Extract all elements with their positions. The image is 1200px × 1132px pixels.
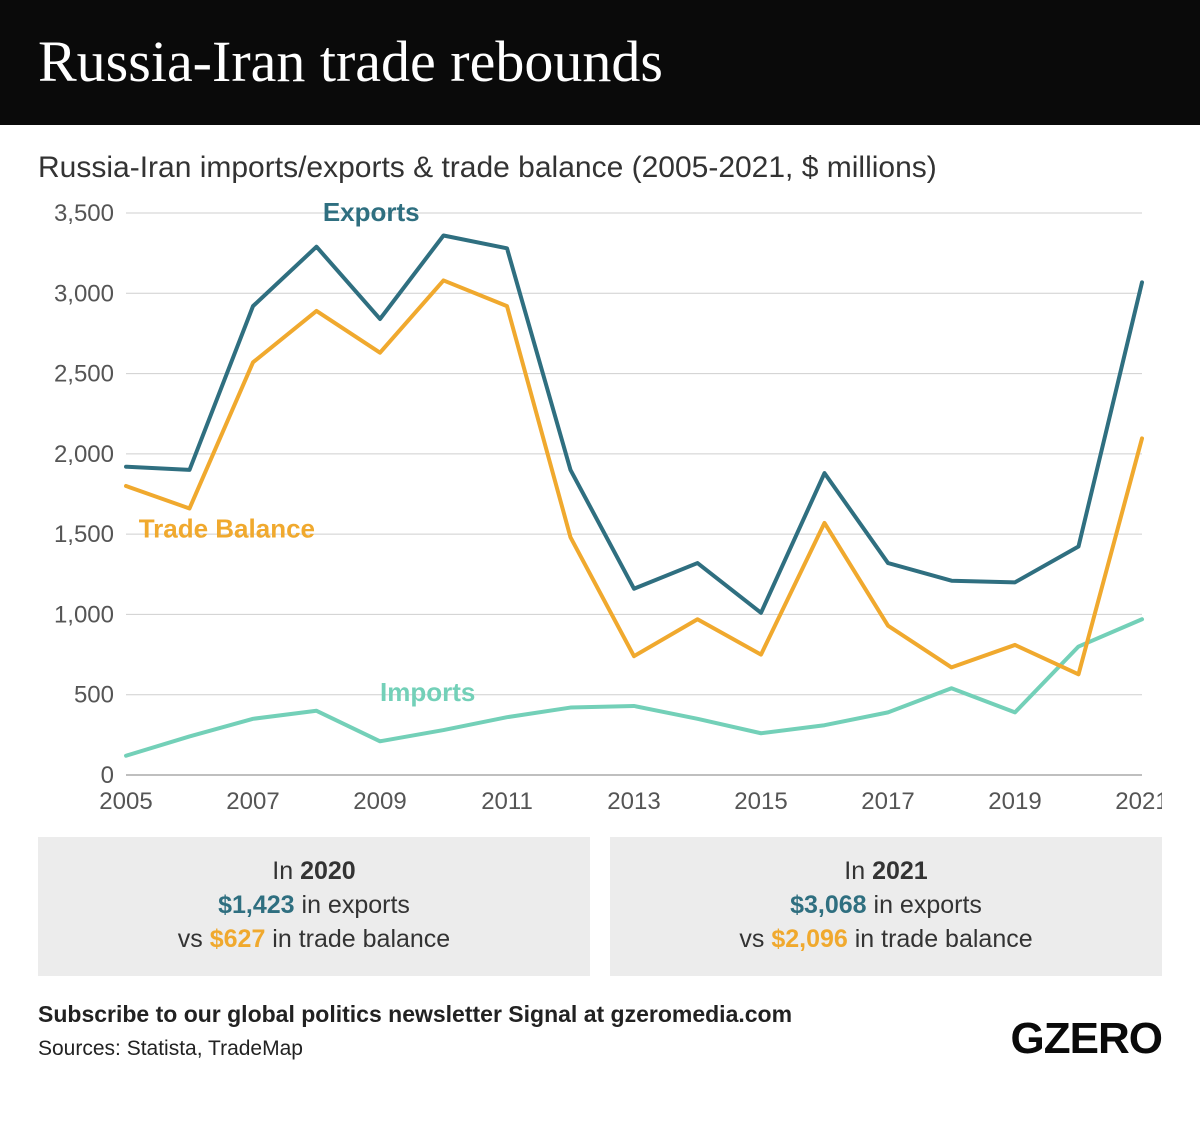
svg-text:Trade Balance: Trade Balance bbox=[139, 513, 315, 543]
footer-text: Subscribe to our global politics newslet… bbox=[38, 998, 792, 1064]
svg-text:1,500: 1,500 bbox=[54, 521, 114, 548]
svg-text:1,000: 1,000 bbox=[54, 601, 114, 628]
svg-text:0: 0 bbox=[101, 762, 114, 789]
svg-text:2007: 2007 bbox=[226, 788, 279, 815]
svg-text:2005: 2005 bbox=[99, 788, 152, 815]
callout-balance-line: vs $2,096 in trade balance bbox=[624, 923, 1148, 957]
callout-exports-line: $3,068 in exports bbox=[624, 889, 1148, 923]
callout-box: In 2021$3,068 in exportsvs $2,096 in tra… bbox=[610, 837, 1162, 976]
content-area: Russia-Iran imports/exports & trade bala… bbox=[0, 125, 1200, 1084]
callout-box: In 2020$1,423 in exportsvs $627 in trade… bbox=[38, 837, 590, 976]
callout-exports-line: $1,423 in exports bbox=[52, 889, 576, 923]
svg-text:Imports: Imports bbox=[380, 677, 475, 707]
svg-text:2013: 2013 bbox=[607, 788, 660, 815]
svg-text:500: 500 bbox=[74, 682, 114, 709]
header-bar: Russia-Iran trade rebounds bbox=[0, 0, 1200, 125]
footer: Subscribe to our global politics newslet… bbox=[38, 998, 1162, 1064]
svg-text:3,000: 3,000 bbox=[54, 280, 114, 307]
svg-text:2015: 2015 bbox=[734, 788, 787, 815]
svg-text:3,500: 3,500 bbox=[54, 203, 114, 227]
callout-balance-line: vs $627 in trade balance bbox=[52, 923, 576, 957]
svg-text:2009: 2009 bbox=[353, 788, 406, 815]
svg-text:2021: 2021 bbox=[1115, 788, 1162, 815]
chart-subtitle: Russia-Iran imports/exports & trade bala… bbox=[38, 151, 1162, 185]
callout-year-line: In 2020 bbox=[52, 855, 576, 889]
callout-row: In 2020$1,423 in exportsvs $627 in trade… bbox=[38, 837, 1162, 976]
svg-text:2,500: 2,500 bbox=[54, 361, 114, 388]
svg-text:2019: 2019 bbox=[988, 788, 1041, 815]
sources-text: Sources: Statista, TradeMap bbox=[38, 1034, 792, 1063]
svg-text:2011: 2011 bbox=[481, 788, 533, 815]
page-title: Russia-Iran trade rebounds bbox=[38, 28, 1162, 95]
svg-text:2017: 2017 bbox=[861, 788, 914, 815]
svg-text:2,000: 2,000 bbox=[54, 441, 114, 468]
chart-svg: 0 500 1,000 1,500 2,000 2,500 3,000 3,500 2005 20… bbox=[38, 203, 1162, 823]
callout-year-line: In 2021 bbox=[624, 855, 1148, 889]
line-chart: 0 500 1,000 1,500 2,000 2,500 3,000 3,500 2005 20… bbox=[38, 203, 1162, 823]
svg-text:Exports: Exports bbox=[323, 203, 420, 227]
subscribe-text: Subscribe to our global politics newslet… bbox=[38, 998, 792, 1030]
brand-logo: GZERO bbox=[1011, 1014, 1162, 1064]
